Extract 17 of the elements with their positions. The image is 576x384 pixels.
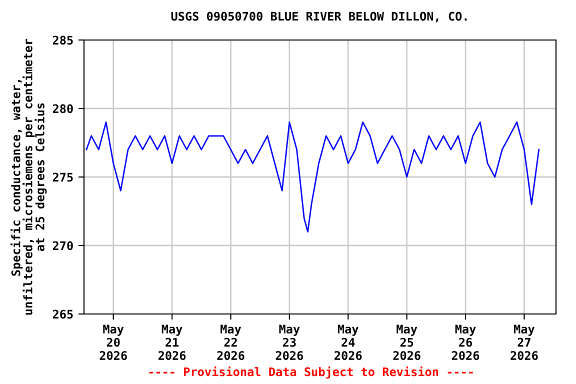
x-tick-label: May 25 2026 (393, 324, 420, 360)
y-tick-label: 265 (52, 310, 73, 319)
x-tick-label: May 22 2026 (217, 324, 244, 360)
y-axis-title: Specific conductance, water, unfiltered, microsiemens per centimeter at 25 degrees Celsius (10, 38, 47, 315)
x-tick-label: May 21 2026 (158, 324, 186, 360)
x-tick-label: May 24 2026 (334, 324, 362, 360)
y-tick-label: 275 (52, 172, 73, 182)
x-tick-label: May 23 2026 (276, 324, 304, 360)
chart-title: USGS 09050700 BLUE RIVER BELOW DILLON, CO. (171, 12, 467, 22)
y-tick-label: 270 (52, 241, 73, 250)
y-tick-label: 280 (52, 104, 73, 114)
x-tick-label: May 26 2026 (452, 324, 480, 360)
text: ---- Provisional Data Subject to Revision ---- (149, 366, 473, 378)
x-tick-label: May 20 2026 (100, 324, 127, 360)
x-tick-label: May 27 2026 (510, 324, 538, 360)
line-series (86, 122, 540, 232)
y-tick-label: 285 (52, 36, 73, 45)
